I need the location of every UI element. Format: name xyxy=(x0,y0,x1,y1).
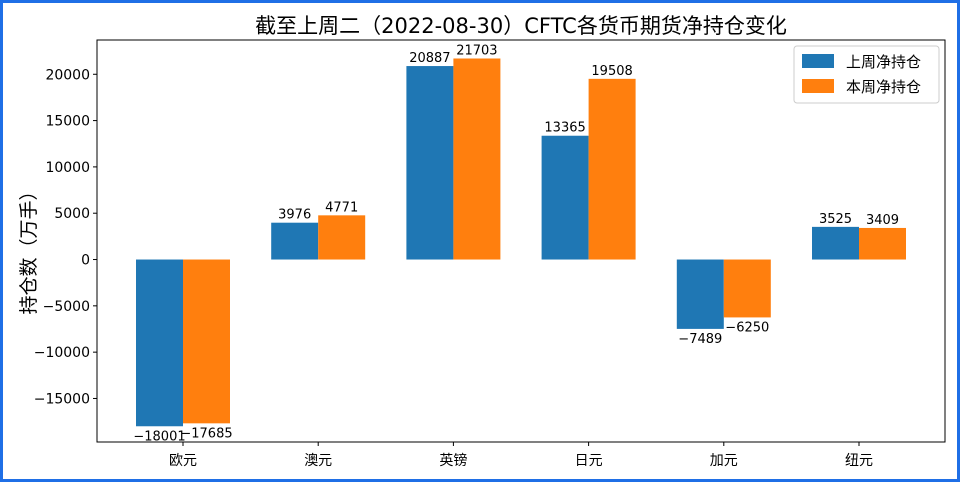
x-axis-ticks: 欧元 澳元 英镑 日元 加元 纽元 xyxy=(169,442,873,469)
data-label: −17685 xyxy=(180,426,232,441)
data-label: −6250 xyxy=(725,320,769,335)
y-tick-label: −10000 xyxy=(34,345,90,361)
y-tick-label: −5000 xyxy=(43,299,90,315)
y-tick-label: 10000 xyxy=(45,160,90,176)
x-tick-label: 加元 xyxy=(710,453,738,469)
legend-swatch xyxy=(802,79,834,93)
bar-last-week-4 xyxy=(676,259,724,329)
data-label: 4771 xyxy=(325,200,358,215)
data-label: −18001 xyxy=(133,429,185,444)
y-axis-label: 持仓数（万手） xyxy=(18,181,40,314)
data-label: 13365 xyxy=(544,121,585,136)
bar-last-week-1 xyxy=(271,222,319,260)
data-label: 3525 xyxy=(819,212,852,227)
y-tick-label: −15000 xyxy=(34,391,90,407)
chart-title: 截至上周二（2022-08-30）CFTC各货币期货净持仓变化 xyxy=(255,14,787,38)
y-tick-label: 20000 xyxy=(45,67,90,83)
x-tick-label: 英镑 xyxy=(439,452,467,469)
x-tick-label: 日元 xyxy=(575,453,603,469)
data-labels-group: −18001−17685 3976 4771 20887 21703 13365 19508… xyxy=(133,43,899,444)
data-label: −7489 xyxy=(678,332,722,347)
legend-label: 本周净持仓 xyxy=(846,78,921,96)
legend-label: 上周净持仓 xyxy=(846,53,921,71)
bars-group xyxy=(136,58,906,427)
bar-this-week-0 xyxy=(183,259,230,424)
data-label: 21703 xyxy=(456,43,497,58)
y-axis-ticks: −15000 −10000 −5000 0 5000 10000 15000 20000 xyxy=(34,67,97,407)
data-label: 3976 xyxy=(278,208,311,223)
legend-swatch xyxy=(802,54,834,68)
data-label: 19508 xyxy=(591,64,632,79)
data-label: 20887 xyxy=(409,51,450,66)
bar-this-week-4 xyxy=(723,259,771,318)
x-tick-label: 纽元 xyxy=(845,453,873,469)
x-tick-label: 欧元 xyxy=(169,453,197,469)
y-tick-label: 0 xyxy=(81,253,90,269)
bar-this-week-5 xyxy=(859,227,906,260)
bar-this-week-2 xyxy=(453,58,501,260)
bar-this-week-1 xyxy=(318,215,366,260)
y-tick-label: 15000 xyxy=(45,114,90,130)
bar-last-week-0 xyxy=(136,259,183,427)
bar-last-week-3 xyxy=(541,135,589,260)
data-label: 3409 xyxy=(866,213,899,228)
bar-last-week-5 xyxy=(812,226,859,260)
y-tick-label: 5000 xyxy=(54,206,90,222)
x-tick-label: 澳元 xyxy=(304,453,332,469)
plot-area xyxy=(96,39,946,443)
bar-last-week-2 xyxy=(406,66,454,260)
bar-this-week-3 xyxy=(588,78,636,260)
